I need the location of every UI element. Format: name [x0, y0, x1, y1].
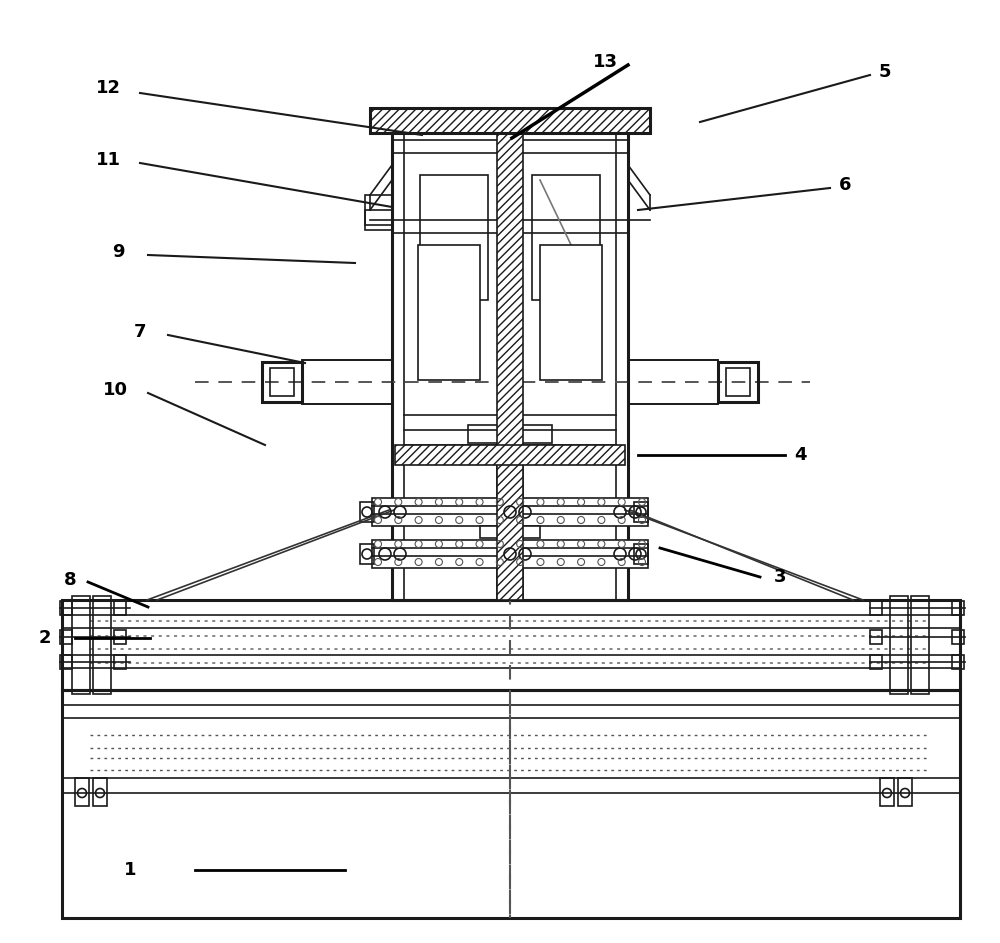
Bar [372, 498, 648, 526]
Bar [60, 601, 72, 615]
Bar [480, 526, 540, 538]
Bar [497, 120, 523, 600]
Bar [365, 210, 392, 230]
Bar [93, 596, 111, 694]
Text: 6: 6 [839, 176, 851, 194]
Bar [360, 544, 374, 564]
Bar [634, 544, 648, 564]
Bar [952, 630, 964, 644]
Bar [114, 601, 126, 615]
Bar [370, 108, 650, 133]
Bar [870, 630, 882, 644]
Bar [372, 540, 648, 568]
Bar [890, 596, 908, 694]
Bar [62, 600, 960, 690]
Bar [270, 368, 294, 396]
Bar [870, 601, 882, 615]
Bar [418, 245, 480, 380]
Bar [60, 655, 72, 669]
Text: 4: 4 [794, 446, 806, 464]
Bar [880, 778, 894, 806]
Bar [718, 362, 758, 402]
Bar [392, 120, 628, 600]
Bar [952, 655, 964, 669]
Text: 13: 13 [592, 53, 618, 71]
Bar [75, 778, 89, 806]
Bar [72, 596, 90, 694]
Bar [532, 175, 600, 300]
Text: 8: 8 [64, 571, 76, 589]
Text: 5: 5 [879, 63, 891, 81]
Bar [911, 596, 929, 694]
Bar [870, 655, 882, 669]
Bar [540, 245, 602, 380]
Text: 3: 3 [774, 568, 786, 586]
Text: 9: 9 [112, 243, 124, 261]
Bar [634, 502, 648, 522]
Bar [360, 502, 374, 522]
Text: 2: 2 [39, 629, 51, 647]
Bar [952, 601, 964, 615]
Bar [114, 655, 126, 669]
Bar [420, 175, 488, 300]
Bar [262, 362, 302, 402]
Bar [628, 360, 718, 404]
Bar [60, 630, 72, 644]
Bar [114, 630, 126, 644]
Bar [395, 445, 625, 465]
Bar [93, 778, 107, 806]
Text: 1: 1 [124, 861, 136, 879]
Text: 12: 12 [96, 79, 120, 97]
Text: 7: 7 [134, 323, 146, 341]
Text: 10: 10 [103, 381, 128, 399]
Bar [62, 690, 960, 918]
Bar [365, 195, 392, 225]
Bar [726, 368, 750, 396]
Bar [898, 778, 912, 806]
Bar [302, 360, 392, 404]
Text: 11: 11 [96, 151, 120, 169]
Bar [468, 425, 552, 443]
